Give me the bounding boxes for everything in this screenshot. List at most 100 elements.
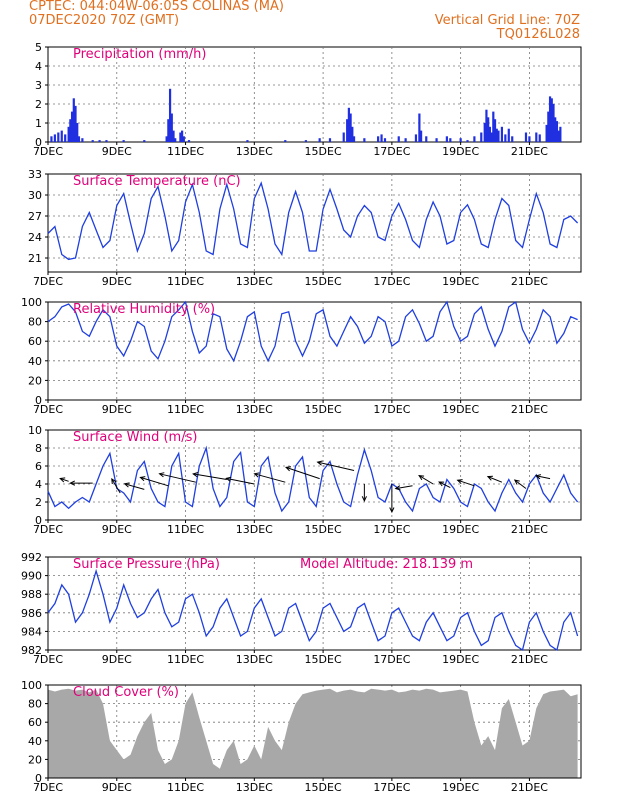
wind-vector [438, 481, 451, 489]
precip-bar [548, 96, 552, 142]
wind-vector-head [394, 485, 401, 491]
wind-vector [487, 476, 503, 483]
precip-bar [53, 134, 56, 142]
precip-bar [497, 130, 500, 142]
cloud-xtick-label: 13DEC [236, 781, 273, 794]
precip-bar [181, 130, 184, 142]
wind-xtick-label: 9DEC [102, 523, 132, 536]
temp-xtick-label: 15DEC [305, 275, 342, 288]
rh-series-line [47, 300, 578, 363]
cloud-frame-top [47, 684, 582, 779]
temp-ytick-label: 33 [28, 168, 42, 181]
rh-ytick-label: 80 [28, 316, 42, 329]
precip-xtick-label: 11DEC [167, 145, 204, 158]
precip-bar [179, 132, 182, 142]
wind-series-line [47, 445, 579, 513]
wind-vector [514, 479, 527, 489]
precip-bar [555, 121, 559, 142]
precip-bar [76, 123, 79, 142]
precip-bar [81, 138, 84, 142]
precip-bar [507, 128, 510, 142]
wind-vector-head [123, 482, 130, 488]
temp-xtick-label: 21DEC [511, 275, 548, 288]
precip-bar [170, 113, 173, 142]
precip-bar [347, 107, 350, 142]
rh-xtick-label: 15DEC [305, 403, 342, 416]
precip-xtick-label: 19DEC [442, 145, 479, 158]
wind-vector-head [111, 478, 117, 485]
temp-panel [45, 173, 582, 275]
precip-bar [69, 119, 72, 142]
wind-vector [418, 475, 434, 485]
cloud-ytick-label: 60 [28, 716, 42, 729]
temp-xtick-label: 13DEC [236, 275, 273, 288]
wind-vector [457, 479, 475, 487]
pres-xtick-label: 21DEC [511, 653, 548, 666]
wind-vector [317, 461, 355, 471]
cloud-xtick-label: 21DEC [511, 781, 548, 794]
precip-xtick-label: 17DEC [373, 145, 410, 158]
wind-vector-head [513, 479, 520, 485]
pres-ytick-label: 992 [21, 551, 42, 564]
precip-bar [67, 126, 70, 142]
precip-bar [346, 119, 349, 142]
precip-bar [493, 119, 497, 142]
wind-ytick-label: 6 [35, 460, 42, 473]
temp-ytick-label: 30 [28, 189, 42, 202]
precip-bar [552, 104, 555, 142]
cloud-cover-area [48, 688, 578, 778]
wind-vector [124, 483, 145, 490]
precip-bar [545, 124, 548, 142]
precip-bar [495, 128, 498, 142]
precip-bar [420, 130, 423, 142]
wind-xtick-label: 11DEC [167, 523, 204, 536]
precip-bar [425, 136, 428, 142]
precip-bar [57, 132, 60, 142]
rh-xtick-label: 21DEC [511, 403, 548, 416]
precip-panel [45, 46, 582, 145]
precip-bar [318, 138, 321, 142]
precip-bar [524, 132, 528, 142]
precip-ytick-label: 2 [35, 98, 42, 111]
precip-bar [504, 134, 507, 142]
header-location-line: CPTEC: 044:04W-06:05S COLINAS (MA) [29, 0, 284, 14]
wind-title: Surface Wind (m/s) [73, 430, 197, 445]
precip-bar [445, 136, 448, 142]
precip-bar [377, 136, 380, 142]
wind-vector-head [486, 475, 493, 481]
pres-series-line [47, 568, 579, 652]
precip-ytick-label: 1 [35, 117, 42, 130]
temp-xtick-label: 11DEC [167, 275, 204, 288]
pres-xtick-label: 19DEC [442, 653, 479, 666]
rh-xtick-label: 9DEC [102, 403, 132, 416]
pres-ytick-label: 990 [21, 570, 42, 583]
precip-bar [500, 126, 504, 142]
precip-bar [182, 136, 185, 142]
wind-xtick-label: 19DEC [442, 523, 479, 536]
wind-xtick-label: 17DEC [373, 523, 410, 536]
wind-vector-head [389, 507, 395, 514]
pres-xtick-label: 13DEC [236, 653, 273, 666]
wind-ytick-label: 2 [35, 496, 42, 509]
precip-bar [380, 134, 383, 142]
precip-bar [50, 136, 53, 142]
precip-bar [554, 117, 557, 142]
wind-vector [60, 478, 69, 482]
precip-ytick-label: 3 [35, 79, 42, 92]
precip-bar [473, 136, 476, 142]
precip-bar [511, 136, 514, 142]
precip-bar [404, 138, 407, 142]
precip-bar [70, 111, 74, 142]
wind-vector [285, 466, 320, 480]
precip-xtick-label: 7DEC [33, 145, 63, 158]
rh-panel [45, 300, 582, 403]
wind-vector [254, 473, 286, 483]
wind-vector-head [69, 480, 76, 486]
cloud-xtick-label: 9DEC [102, 781, 132, 794]
wind-vector-head [253, 472, 260, 478]
precip-bar [490, 132, 493, 142]
precip-bar [485, 109, 488, 142]
precip-bar [74, 105, 77, 142]
precip-bar [559, 126, 562, 142]
